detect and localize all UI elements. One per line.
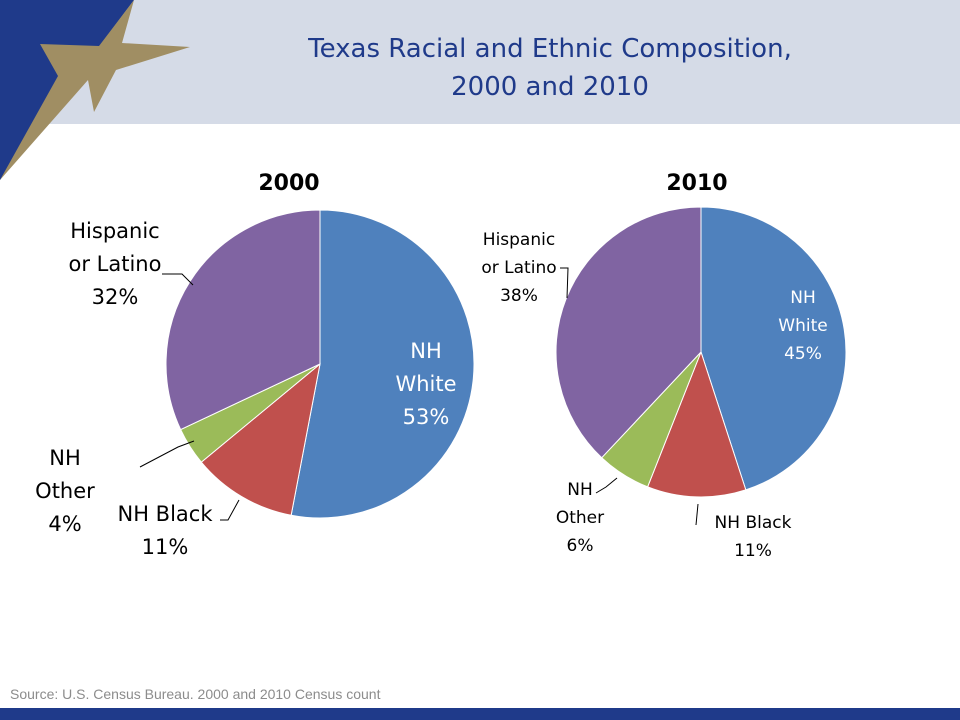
slice-label-nh-white: NH White 53% (395, 339, 456, 429)
slide-title-line-1: Texas Racial and Ethnic Composition, (308, 34, 792, 64)
header-band (0, 0, 960, 124)
pie-slice-nh-white (700, 206, 847, 491)
slice-label-hispanic: Hispanic or Latino 32% (69, 219, 162, 309)
footer-bar (0, 708, 960, 720)
pie-slice-nh-black (200, 362, 321, 516)
source-note: Source: U.S. Census Bureau. 2000 and 201… (10, 686, 381, 702)
leader-line-nh-black (220, 499, 240, 521)
slice-label-nh-other: NH Other 4% (35, 446, 95, 536)
leader-line-nh-other (595, 477, 618, 494)
leader-line-nh-other (139, 440, 195, 468)
slice-label-hispanic: Hispanic or Latino 38% (481, 230, 556, 306)
pie-slice-hispanic (555, 206, 702, 459)
slice-label-nh-other: NH Other 6% (556, 480, 604, 556)
slice-label-nh-black: NH Black 11% (118, 502, 214, 559)
star-icon (0, 0, 190, 180)
pie-title: 2000 (258, 171, 319, 196)
leader-line-hispanic (560, 267, 569, 299)
slide-title: Texas Racial and Ethnic Composition, 200… (250, 30, 850, 106)
pie-chart-2010: 2010 NH White 45% NH Black 11% NH Other 6% Hispan… (481, 171, 847, 561)
star-logo (0, 0, 190, 180)
slice-label-nh-white: NH White 45% (778, 288, 827, 364)
leader-line-hispanic (162, 273, 194, 286)
pie-slice-nh-white (290, 209, 475, 519)
pie-slice-nh-black (646, 350, 747, 498)
slide-title-line-2: 2000 and 2010 (451, 72, 649, 102)
pie-title: 2010 (666, 171, 727, 196)
pie-chart-2000: 2000 NH White 53% NH Black 11% NH Other 4% Hispan… (35, 171, 475, 559)
slice-label-nh-black: NH Black 11% (715, 513, 792, 561)
leader-line-nh-black (695, 503, 699, 526)
